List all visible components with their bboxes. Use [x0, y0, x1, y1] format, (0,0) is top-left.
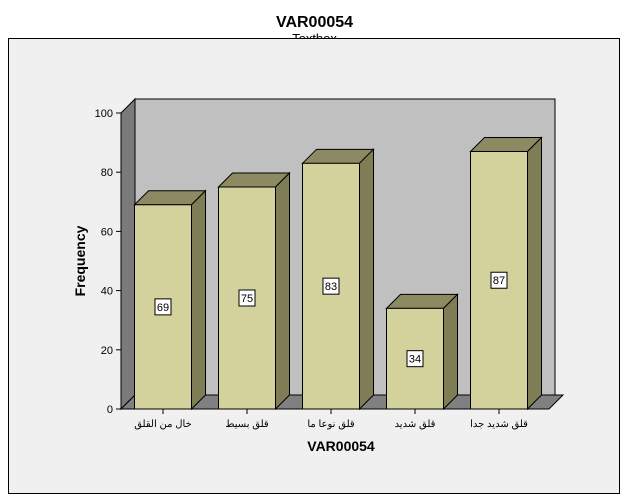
data-label: 34: [409, 354, 421, 366]
x-axis-ticks: خال من القلق قلق بسيط قلق نوعا ما قلق شديد ق…: [134, 409, 528, 430]
data-label: 69: [157, 302, 169, 314]
bar-side: [275, 171, 290, 411]
x-tick-label: خال من القلق: [134, 419, 192, 430]
bar-side: [527, 136, 542, 411]
data-label-box: [490, 271, 508, 289]
y-tick-label: 0: [107, 404, 113, 416]
x-tick-label: قلق شديد جدا: [470, 419, 528, 430]
bar-side: [191, 189, 206, 411]
data-label-box: [406, 350, 424, 368]
data-label: 75: [241, 293, 253, 305]
y-tick-label: 40: [101, 286, 113, 298]
bar-side: [359, 148, 374, 411]
chart-frame: 0 20 40 60 80 100 69 75 83 34 87 خال من القلق قلق …: [8, 38, 620, 494]
y-tick-label: 80: [101, 167, 113, 179]
y-tick-label: 60: [101, 226, 113, 238]
bar: 87: [469, 136, 543, 411]
bar: 75: [217, 171, 291, 411]
y-axis-ticks: 0 20 40 60 80 100: [95, 108, 121, 416]
x-axis-label: VAR00054: [307, 438, 375, 454]
bars: 69 75 83 34 87: [133, 136, 543, 411]
data-label-box: [322, 277, 340, 295]
x-tick-label: قلق شديد: [395, 419, 436, 430]
bar: 34: [385, 293, 459, 411]
x-tick-label: قلق نوعا ما: [307, 419, 355, 430]
data-label-box: [238, 289, 256, 307]
bar-chart: 0 20 40 60 80 100 69 75 83 34 87 خال من القلق قلق …: [72, 97, 565, 454]
y-tick-label: 100: [95, 108, 113, 120]
data-label: 87: [493, 275, 505, 287]
bar: 69: [133, 189, 207, 411]
data-label: 83: [325, 281, 337, 293]
bar-side: [443, 293, 458, 411]
x-tick-label: قلق بسيط: [225, 419, 269, 430]
chart-title: VAR00054: [275, 14, 354, 31]
y-axis-label: Frequency: [72, 225, 88, 296]
y-tick-label: 20: [101, 345, 113, 357]
side-wall: [120, 97, 136, 411]
bar: 83: [301, 148, 375, 411]
data-label-box: [154, 298, 172, 316]
